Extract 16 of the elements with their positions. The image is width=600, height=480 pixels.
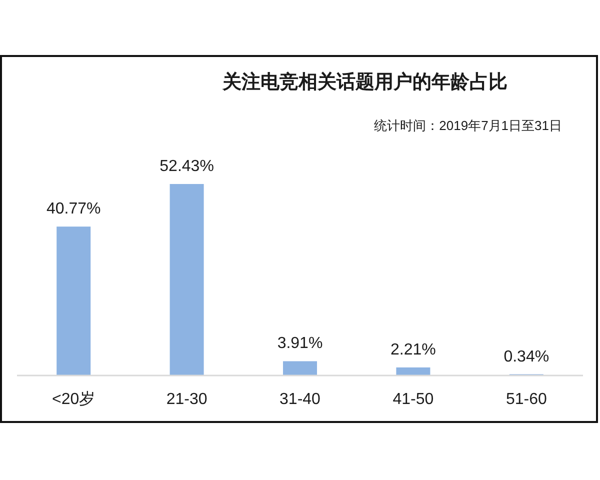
bar: [170, 184, 204, 376]
data-label: 52.43%: [160, 158, 214, 175]
data-label: 0.34%: [504, 348, 550, 366]
chart-title: 关注电竞相关话题用户的年龄占比: [222, 71, 508, 93]
x-tick-label: 51-60: [506, 391, 547, 408]
data-label: 2.21%: [390, 341, 436, 358]
data-label: 3.91%: [277, 335, 323, 352]
bar: [283, 361, 317, 376]
x-tick-label: 31-40: [280, 391, 321, 408]
bar: [56, 226, 91, 376]
x-tick-label: 21-30: [166, 391, 208, 408]
x-tick-label: <20岁: [52, 390, 96, 408]
x-tick-label: 41-50: [392, 391, 434, 408]
bar: [396, 367, 430, 376]
data-label: 40.77%: [46, 200, 101, 218]
chart-subtitle: 统计时间：2019年7月1日至31日: [374, 118, 562, 133]
